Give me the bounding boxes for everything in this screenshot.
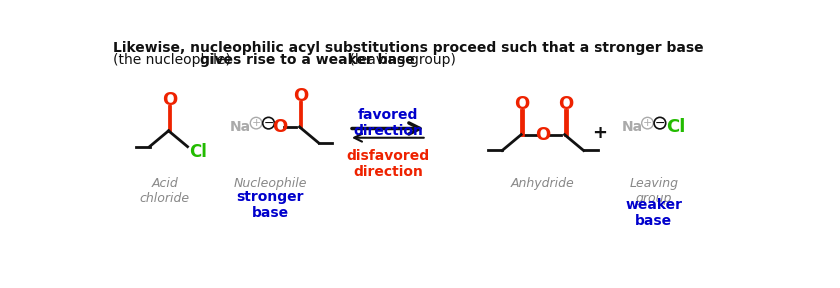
Text: +: + bbox=[643, 118, 652, 128]
Text: O: O bbox=[292, 87, 308, 105]
Text: +: + bbox=[251, 118, 260, 128]
Text: Likewise, nucleophilic acyl substitutions proceed such that a stronger base: Likewise, nucleophilic acyl substitution… bbox=[113, 41, 703, 55]
Text: O: O bbox=[272, 118, 287, 136]
Text: O: O bbox=[535, 126, 550, 144]
Text: (the nucleophile): (the nucleophile) bbox=[113, 53, 235, 67]
Text: Leaving
group: Leaving group bbox=[629, 177, 678, 205]
Text: stronger
base: stronger base bbox=[236, 190, 304, 220]
Text: (leaving group): (leaving group) bbox=[345, 53, 456, 67]
Text: Nucleophile: Nucleophile bbox=[234, 177, 307, 190]
Text: O: O bbox=[161, 91, 177, 109]
Text: Anhydride: Anhydride bbox=[511, 177, 575, 190]
Text: O: O bbox=[514, 95, 529, 113]
Text: gives rise to a weaker base: gives rise to a weaker base bbox=[200, 53, 414, 67]
Text: disfavored
direction: disfavored direction bbox=[346, 149, 429, 179]
Text: weaker
base: weaker base bbox=[625, 198, 682, 228]
Text: O: O bbox=[558, 95, 573, 113]
Text: Cl: Cl bbox=[189, 143, 207, 161]
Text: Na: Na bbox=[230, 120, 251, 134]
Text: Cl: Cl bbox=[666, 118, 685, 136]
Text: −: − bbox=[654, 117, 665, 130]
Text: favored
direction: favored direction bbox=[353, 108, 423, 138]
Text: +: + bbox=[592, 124, 607, 142]
Text: Acid
chloride: Acid chloride bbox=[139, 177, 190, 205]
Text: −: − bbox=[263, 117, 274, 130]
Text: Na: Na bbox=[622, 120, 643, 134]
